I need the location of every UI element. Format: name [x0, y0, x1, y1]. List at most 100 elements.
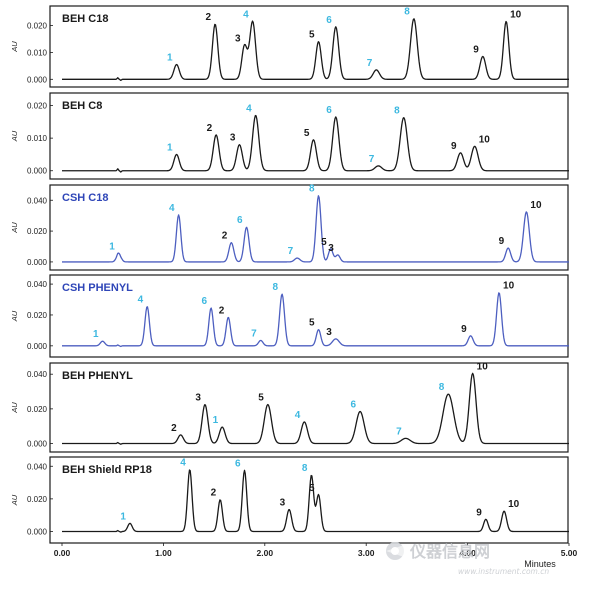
y-tick-label: 0.040	[27, 280, 48, 289]
peak-label: 9	[461, 324, 467, 335]
peak-label: 6	[351, 399, 357, 410]
peak-label: 3	[195, 393, 201, 404]
x-tick-label: 5.00	[561, 548, 578, 558]
y-axis-label: AU	[10, 130, 19, 142]
peak-label: 5	[258, 393, 264, 404]
watermark-text: 仪器信息网	[409, 542, 490, 561]
peak-label: 4	[169, 203, 175, 214]
chromatogram-panel: 0.000 0.020 0.040 AU CSH C18 1 4 26 7 8 53 9 10	[10, 184, 569, 271]
chromatogram-trace	[62, 195, 569, 263]
chromatogram-trace	[62, 469, 569, 533]
peak-label: 6	[326, 105, 332, 116]
peak-label: 9	[451, 141, 457, 152]
panel-title: BEH PHENYL	[62, 370, 133, 382]
peak-label: 5	[304, 128, 310, 139]
peak-label: 2	[206, 12, 212, 23]
x-tick-label: 4.00	[459, 548, 476, 558]
panel-title: CSH PHENYL	[62, 282, 133, 294]
y-tick-label: 0.020	[27, 311, 48, 320]
peak-label: 8	[394, 106, 400, 117]
peak-label: 1	[167, 53, 173, 64]
y-tick-label: 0.010	[27, 134, 48, 143]
x-axis: 0.00 1.00 2.00 3.00 4.00 5.00 Minutes	[54, 543, 578, 569]
peak-label: 7	[396, 426, 402, 437]
peak-label: 6	[235, 458, 241, 469]
panel-title: BEH Shield RP18	[62, 464, 152, 476]
y-axis-label: AU	[10, 310, 19, 322]
x-axis-title: Minutes	[524, 559, 556, 569]
peak-label: 10	[508, 499, 520, 510]
panel-frame	[49, 5, 569, 88]
y-tick-label: 0.020	[27, 227, 48, 236]
y-tick-label: 0.000	[27, 258, 48, 267]
peak-label: 2	[219, 305, 225, 316]
y-tick-label: 0.040	[27, 196, 48, 205]
y-axis-label: AU	[10, 222, 19, 234]
peak-label: 7	[251, 328, 257, 339]
chromatogram-trace	[62, 292, 569, 348]
panel-frame	[49, 184, 569, 271]
peak-label: 10	[530, 200, 542, 211]
panel-frame	[49, 92, 569, 180]
peak-label: 4	[243, 9, 249, 20]
y-tick-label: 0.020	[27, 21, 48, 30]
peak-label: 4	[295, 410, 301, 421]
y-tick-label: 0.020	[27, 405, 48, 414]
y-tick-label: 0.000	[27, 527, 48, 536]
panel-title: BEH C18	[62, 13, 108, 25]
peak-label: 1	[109, 241, 115, 252]
peak-label: 7	[288, 246, 294, 257]
peak-label: 1	[93, 329, 99, 340]
chromatogram-panel: 0.000 0.010 0.020 AU BEH C18 1 2 3 4 56 7 8 9 10	[10, 5, 569, 88]
panel-frame	[49, 274, 569, 358]
peak-label: 4	[138, 294, 144, 305]
peak-label: 1	[120, 511, 126, 522]
chromatogram-trace	[62, 114, 569, 173]
panels-group: 0.000 0.010 0.020 AU BEH C18 1 2 3 4 5 6 7 8 9 10 0.000…	[10, 5, 569, 544]
watermark: 仪器信息网 www.instrument.com.cn	[386, 542, 549, 576]
x-tick-label: 3.00	[358, 548, 375, 558]
peak-label: 10	[503, 281, 515, 292]
chromatogram-panel: 0.000 0.010 0.020 AU BEH C8 1 2 3 4 5 6 7 8 9 10	[10, 92, 569, 180]
peak-label: 3	[326, 327, 332, 338]
peak-label: 8	[302, 463, 308, 474]
chromatogram-panel: 0.000 0.020 0.040 AU CSH PHENYL 1 4 6 2 7 8 53 9 10	[10, 274, 569, 358]
y-axis-label: AU	[10, 41, 19, 53]
peak-label: 10	[479, 134, 491, 145]
peak-label: 1	[167, 142, 173, 153]
peak-label: 2	[171, 423, 177, 434]
peak-label: 5	[309, 30, 315, 41]
x-tick-label: 0.00	[54, 548, 71, 558]
peak-label: 9	[476, 507, 482, 518]
peak-label: 3	[230, 133, 236, 144]
y-tick-label: 0.040	[27, 370, 48, 379]
peak-label: 2	[211, 488, 217, 499]
y-tick-label: 0.000	[27, 75, 48, 84]
watermark-url: www.instrument.com.cn	[458, 567, 549, 576]
x-tick-label: 2.00	[257, 548, 274, 558]
peak-label: 3	[280, 497, 286, 508]
y-axis-label: AU	[10, 494, 19, 506]
peak-label: 10	[477, 361, 489, 372]
peak-label: 5	[321, 237, 327, 248]
y-tick-label: 0.010	[27, 48, 48, 57]
peak-label: 3	[328, 243, 334, 254]
chromatogram-trace	[62, 18, 569, 81]
peak-label: 5	[309, 483, 315, 494]
chromatogram-panel: 0.000 0.020 0.040 AU BEH Shield RP18 1 4 2 6 3 85 9…	[10, 456, 569, 544]
x-tick-label: 1.00	[155, 548, 172, 558]
peak-label: 6	[201, 296, 207, 307]
peak-label: 8	[439, 382, 445, 393]
watermark-logo	[386, 542, 404, 560]
peak-label: 10	[510, 9, 522, 20]
peak-label: 4	[180, 458, 186, 469]
chromatogram-panel: 0.000 0.020 0.040 AU BEH PHENYL 2 3 1 5 4 6 7 8 10	[10, 361, 569, 453]
y-tick-label: 0.020	[27, 102, 48, 111]
y-axis-label: AU	[10, 402, 19, 414]
y-tick-label: 0.000	[27, 167, 48, 176]
peak-label: 2	[222, 231, 228, 242]
peak-label: 1	[213, 415, 219, 426]
peak-label: 9	[473, 44, 479, 55]
peak-label: 8	[309, 184, 315, 195]
